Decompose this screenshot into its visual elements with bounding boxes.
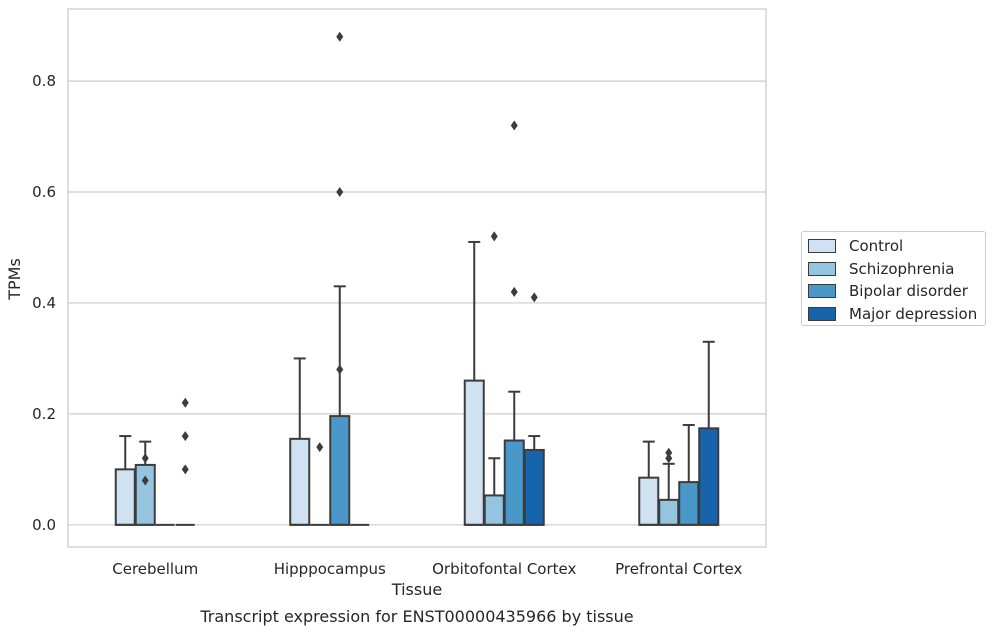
legend-swatch bbox=[808, 284, 836, 298]
chart-title: Transcript expression for ENST0000043596… bbox=[199, 607, 633, 626]
box bbox=[658, 498, 680, 526]
box bbox=[289, 437, 311, 526]
x-tick-label: Cerebellum bbox=[112, 560, 198, 578]
box bbox=[329, 415, 351, 526]
y-axis-label: TPMs bbox=[5, 258, 24, 301]
box bbox=[638, 476, 660, 526]
box bbox=[678, 481, 700, 526]
legend-item: Schizophrenia bbox=[808, 259, 955, 278]
x-tick-label: Hipppocampus bbox=[274, 560, 386, 578]
outlier-point bbox=[181, 431, 189, 442]
y-tick-label: 0.0 bbox=[32, 516, 56, 534]
x-tick-label: Prefrontal Cortex bbox=[615, 560, 742, 578]
x-tick-labels: Cerebellum Hipppocampus Orbitofontal Corte… bbox=[112, 560, 742, 578]
y-tick-label: 0.4 bbox=[32, 294, 56, 312]
box bbox=[483, 494, 505, 526]
outlier-point bbox=[316, 442, 324, 453]
outlier-point bbox=[336, 364, 344, 375]
legend-label: Schizophrenia bbox=[849, 259, 955, 278]
y-tick-label: 0.8 bbox=[32, 72, 56, 90]
outlier-point bbox=[665, 447, 673, 458]
x-tick-label: Orbitofontal Cortex bbox=[432, 560, 576, 578]
outlier-point bbox=[181, 397, 189, 408]
gridlines bbox=[68, 80, 766, 526]
outlier-point bbox=[665, 453, 673, 464]
legend-label: Major depression bbox=[849, 304, 978, 323]
legend-swatch bbox=[808, 261, 836, 276]
legend-label: Control bbox=[849, 237, 904, 255]
box bbox=[134, 463, 156, 526]
outlier-point bbox=[530, 292, 538, 303]
legend-swatch bbox=[808, 306, 836, 321]
outlier-point bbox=[141, 453, 149, 464]
outlier-point bbox=[336, 187, 344, 198]
legend-item: Control bbox=[808, 237, 904, 255]
legend: Control Schizophrenia Bipolar disorder Majo… bbox=[801, 231, 986, 326]
category-group bbox=[463, 120, 545, 526]
box bbox=[463, 379, 485, 526]
legend-swatch bbox=[808, 239, 836, 253]
box-groups bbox=[114, 31, 720, 526]
box bbox=[523, 448, 545, 526]
box bbox=[698, 427, 720, 526]
category-group bbox=[289, 31, 370, 526]
outlier-point bbox=[141, 475, 149, 486]
legend-label: Bipolar disorder bbox=[849, 282, 968, 300]
y-tick-label: 0.6 bbox=[32, 183, 56, 201]
outlier-point bbox=[336, 31, 344, 42]
box bbox=[503, 439, 525, 526]
legend-item: Major depression bbox=[808, 304, 978, 323]
category-group bbox=[638, 340, 720, 526]
plot-frame bbox=[67, 8, 767, 548]
box bbox=[114, 468, 136, 526]
legend-item: Bipolar disorder bbox=[808, 282, 968, 300]
outlier-point bbox=[181, 464, 189, 475]
x-axis-label: Tissue bbox=[391, 580, 442, 599]
outlier-point bbox=[510, 120, 518, 131]
category-group bbox=[114, 397, 195, 526]
y-tick-label: 0.2 bbox=[32, 405, 56, 423]
outlier-point bbox=[490, 231, 498, 242]
outlier-point bbox=[510, 286, 518, 297]
y-tick-labels: 0.0 0.2 0.4 0.6 0.8 bbox=[32, 72, 56, 534]
